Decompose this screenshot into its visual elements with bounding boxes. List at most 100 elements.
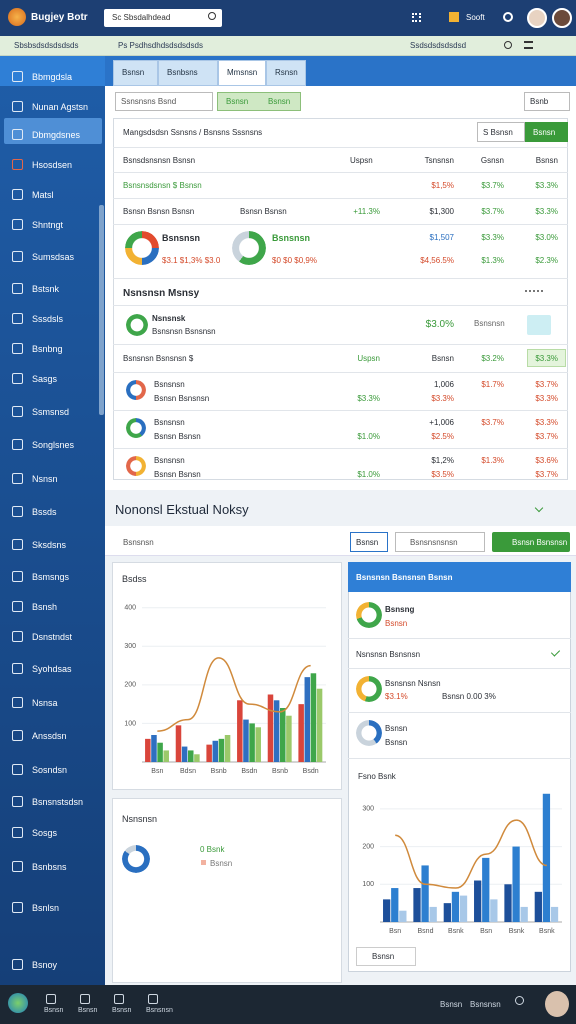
- start-icon[interactable]: [8, 993, 28, 1013]
- status-ring: [126, 314, 148, 336]
- primary-button[interactable]: [492, 532, 570, 552]
- dropdown[interactable]: [395, 532, 485, 552]
- nav-item[interactable]: Ssmsnsd: [32, 407, 70, 417]
- nav-item[interactable]: Bsnbsns: [32, 862, 67, 872]
- task-label[interactable]: Bsnsn: [44, 1007, 64, 1014]
- nav-item[interactable]: Shntngt: [32, 220, 64, 230]
- cell: $2.3%: [535, 256, 558, 265]
- avatar[interactable]: [527, 8, 547, 28]
- select[interactable]: [350, 532, 388, 552]
- button-label: Bsnsn Bsnsnsn: [512, 538, 568, 547]
- search-box[interactable]: [104, 9, 222, 27]
- divider: [348, 758, 571, 759]
- nav-item[interactable]: Sksdsns: [32, 540, 67, 550]
- nav-item[interactable]: Sumsdsas: [32, 252, 75, 262]
- breadcrumb[interactable]: Ps Psdhsdhdsdsdsdsds: [118, 41, 203, 50]
- nav-item[interactable]: Bsnoy: [32, 960, 58, 970]
- tab[interactable]: [266, 60, 306, 86]
- nav-item[interactable]: Anssdsn: [32, 731, 67, 741]
- primary-button[interactable]: [525, 122, 568, 142]
- nav-item[interactable]: Sosgs: [32, 828, 58, 838]
- nav-item[interactable]: Sosndsn: [32, 765, 68, 775]
- button-label: Bsnsn: [533, 128, 556, 137]
- cell: $3.3%: [535, 394, 558, 403]
- column-header: Uspsn: [350, 156, 373, 165]
- nav-item[interactable]: Bsnlsn: [32, 903, 60, 913]
- cell: $3.6%: [535, 456, 558, 465]
- status-ring: [356, 602, 382, 628]
- menu-icon[interactable]: [524, 41, 533, 49]
- button[interactable]: [477, 122, 525, 142]
- tray-label[interactable]: Bsnsnsn: [470, 1000, 501, 1009]
- app-icon[interactable]: [449, 12, 459, 22]
- icon-button[interactable]: [527, 315, 551, 335]
- nav-icon: [12, 601, 23, 612]
- nav-item[interactable]: Syohdsas: [32, 664, 72, 674]
- nav-item[interactable]: Songlsnes: [32, 440, 75, 450]
- tab[interactable]: [218, 60, 266, 86]
- cell: $2.5%: [431, 432, 454, 441]
- cell: $3.7%: [481, 418, 504, 427]
- nav-item[interactable]: Matsl: [32, 190, 54, 200]
- column-header: Bsnsn: [431, 354, 454, 363]
- cell: $1.3%: [481, 256, 504, 265]
- nav-item[interactable]: Hsosdsen: [32, 160, 73, 170]
- divider: [348, 668, 571, 669]
- row-sub: Bsnsn Bsnsn: [154, 432, 201, 441]
- select-label: Bsnsn: [356, 538, 379, 547]
- settings-icon[interactable]: [503, 12, 513, 22]
- nav-item[interactable]: Bsnsh: [32, 602, 58, 612]
- nav-item[interactable]: Nunan Agstsn: [32, 102, 89, 112]
- nav-item[interactable]: Nsnsn: [32, 474, 58, 484]
- breadcrumb[interactable]: Sbsbsdsdsdsdsds: [14, 41, 79, 50]
- nav-icon: [12, 101, 23, 112]
- tab[interactable]: [158, 60, 218, 86]
- chart-card: [112, 798, 342, 983]
- card-title: Mangsdsdsn Ssnsns / Bsnsns Sssnsns: [123, 128, 263, 137]
- nav-item[interactable]: Bsnsnstsdsn: [32, 797, 84, 807]
- item-note: Bsnsn 0.00 3%: [442, 692, 496, 701]
- column-header: Uspsn: [357, 354, 380, 363]
- task-icon[interactable]: [46, 994, 56, 1004]
- nav-item[interactable]: Dsnstndst: [32, 632, 73, 642]
- task-icon[interactable]: [80, 994, 90, 1004]
- tray-label[interactable]: Bsnsn: [440, 1000, 463, 1009]
- task-label[interactable]: Bsnsnsn: [146, 1007, 173, 1014]
- nav-item[interactable]: Dbmgdsnes: [32, 130, 81, 140]
- nav-icon: [12, 506, 23, 517]
- filter-input[interactable]: [115, 92, 213, 111]
- row-name: Bsnsnsn: [154, 380, 185, 389]
- nav-item[interactable]: Bstsnk: [32, 284, 60, 294]
- nav-item[interactable]: Nsnsa: [32, 698, 58, 708]
- nav-item[interactable]: Sssdsls: [32, 314, 64, 324]
- section-icon[interactable]: [525, 290, 543, 294]
- column-header: Bsnsnsn Bsnsnsn $: [123, 354, 194, 363]
- nav-item[interactable]: Bsmsngs: [32, 572, 70, 582]
- task-label[interactable]: Bsnsn: [78, 1007, 98, 1014]
- nav-item[interactable]: Bbmgdsla: [32, 72, 73, 82]
- divider: [348, 712, 571, 713]
- toggle[interactable]: [217, 92, 301, 111]
- button[interactable]: [524, 92, 570, 111]
- item-name: Nsnsnsn Bsnsnsn: [356, 650, 421, 659]
- avatar[interactable]: [552, 8, 572, 28]
- divider: [113, 448, 568, 449]
- info-icon[interactable]: [504, 41, 512, 49]
- task-label[interactable]: Bsnsn: [112, 1007, 132, 1014]
- cell: $3.3%: [535, 418, 558, 427]
- breadcrumb[interactable]: Ssdsdsdsdsdsd: [410, 41, 467, 50]
- tray-icon[interactable]: [515, 996, 524, 1005]
- chevron[interactable]: [534, 503, 544, 513]
- nav-item[interactable]: Bssds: [32, 507, 57, 517]
- grid-icon[interactable]: [412, 13, 421, 22]
- task-icon[interactable]: [148, 994, 158, 1004]
- task-icon[interactable]: [114, 994, 124, 1004]
- button[interactable]: [356, 947, 416, 966]
- nav-item[interactable]: Sasgs: [32, 374, 58, 384]
- tab[interactable]: [113, 60, 158, 86]
- row-icon: [126, 418, 146, 438]
- item-name: Bsnsnsn: [272, 233, 311, 243]
- avatar[interactable]: [545, 991, 569, 1017]
- nav-item[interactable]: Bsnbng: [32, 344, 63, 354]
